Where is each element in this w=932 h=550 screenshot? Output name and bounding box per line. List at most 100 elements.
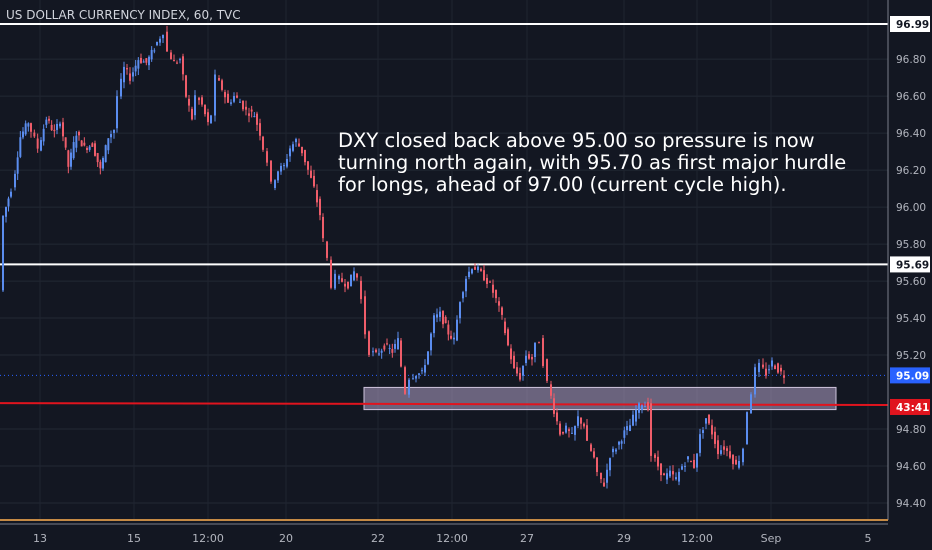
candle-down — [593, 451, 595, 458]
candle-down — [732, 455, 734, 465]
candle-down — [486, 277, 488, 284]
candle-down — [556, 412, 558, 422]
candle-up — [687, 456, 689, 460]
candle-up — [771, 360, 773, 367]
candle-up — [430, 333, 432, 351]
candle-down — [590, 444, 592, 451]
candle-up — [253, 116, 256, 118]
candle-down — [498, 301, 500, 306]
candle-down — [708, 414, 710, 424]
candle-down — [80, 140, 83, 147]
y-tick-label: 95.80 — [896, 239, 926, 251]
candle-down — [663, 473, 665, 476]
y-tick-label: 96.80 — [896, 54, 926, 66]
y-tick-label: 96.20 — [896, 165, 926, 177]
candle-up — [632, 414, 634, 426]
candle-up — [394, 343, 396, 349]
candle-up — [439, 311, 441, 317]
candle-down — [330, 259, 332, 288]
candle-up — [194, 95, 196, 116]
candle-down — [513, 355, 515, 369]
candle-up — [110, 134, 112, 138]
y-tick-label: 95.20 — [896, 350, 926, 362]
candle-down — [250, 109, 253, 112]
candle-up — [153, 50, 156, 52]
candle-down — [129, 73, 131, 81]
candle-up — [666, 473, 668, 480]
countdown-tag-label: 43:41 — [896, 402, 929, 414]
candle-up — [350, 274, 352, 287]
candle-down — [762, 364, 764, 368]
candle-up — [239, 101, 241, 103]
candle-down — [693, 459, 695, 468]
candle-up — [477, 266, 479, 271]
candle-up — [577, 416, 579, 426]
y-axis-labels: 96.80 96.60 96.40 96.20 96.00 95.80 95.60 95.40… — [896, 54, 926, 510]
candle-up — [629, 425, 631, 432]
candle-up — [471, 269, 473, 274]
candle-up — [412, 378, 414, 380]
candle-down — [344, 283, 346, 287]
candle-up — [372, 351, 374, 353]
candle-down — [777, 363, 779, 373]
candle-down — [501, 307, 503, 315]
last-price-tag-label: 95.09 — [896, 370, 929, 382]
candle-up — [210, 115, 212, 124]
countdown-tag-bg — [890, 398, 930, 415]
candle-down — [442, 310, 444, 325]
candle-down — [726, 448, 728, 451]
candle-down — [78, 131, 80, 136]
candle-up — [286, 158, 288, 167]
candle-down — [783, 375, 785, 378]
candle-down — [188, 98, 190, 106]
candle-down — [236, 95, 238, 98]
candle-down — [53, 129, 56, 132]
candle-down — [33, 132, 36, 137]
candle-down — [444, 316, 447, 324]
candle-up — [148, 56, 150, 66]
candle-down — [386, 343, 388, 345]
candle-down — [711, 425, 713, 435]
candle-up — [75, 135, 78, 148]
candle-down — [483, 270, 485, 281]
candle-down — [765, 368, 767, 376]
candle-down — [519, 373, 521, 380]
candle-up — [120, 78, 122, 97]
candle-down — [450, 335, 452, 339]
candle-up — [289, 148, 291, 157]
candle-down — [198, 97, 200, 101]
candle-up — [72, 142, 75, 159]
candle-down — [729, 451, 731, 458]
candle-down — [96, 153, 99, 163]
candle-up — [746, 412, 748, 445]
candle-up — [280, 165, 282, 172]
candle-down — [204, 104, 206, 115]
x-tick-label: 15 — [127, 532, 141, 545]
candle-up — [24, 123, 27, 135]
candle-up — [678, 471, 680, 482]
candle-down — [546, 359, 548, 381]
candle-down — [145, 58, 148, 63]
candle-up — [620, 441, 623, 444]
candle-down — [326, 241, 328, 258]
candle-down — [507, 329, 509, 346]
candle-down — [224, 92, 226, 98]
support-zone — [363, 386, 837, 411]
candle-down — [245, 106, 247, 110]
candle-up — [522, 365, 524, 376]
candle-up — [397, 338, 399, 350]
x-tick-label: Sep — [761, 532, 782, 545]
candle-up — [14, 173, 16, 188]
candle-down — [580, 417, 582, 424]
candle-down — [207, 112, 209, 123]
candle-up — [230, 102, 232, 104]
candle-up — [10, 191, 12, 197]
candle-up — [233, 95, 235, 102]
candle-up — [456, 319, 458, 341]
candle-up — [465, 278, 467, 292]
candle-down — [298, 143, 300, 147]
candle-up — [88, 146, 91, 150]
candle-up — [2, 215, 4, 291]
